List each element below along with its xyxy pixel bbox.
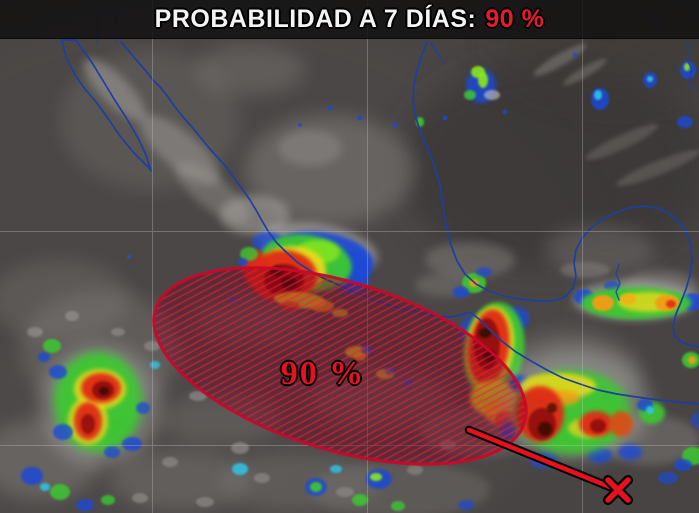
coastline-gulf-yucatan	[412, 41, 699, 348]
coastline-baja-california	[61, 39, 152, 172]
river-lines	[429, 41, 694, 301]
x-marker-icon	[603, 475, 633, 505]
title-bar: PROBABILIDAD A 7 DÍAS: 90 %	[0, 0, 699, 39]
probability-value: 90 %	[485, 4, 545, 33]
title-text: PROBABILIDAD A 7 DÍAS:	[154, 4, 477, 33]
probability-area-ellipse	[152, 266, 528, 466]
track-line	[464, 425, 615, 492]
